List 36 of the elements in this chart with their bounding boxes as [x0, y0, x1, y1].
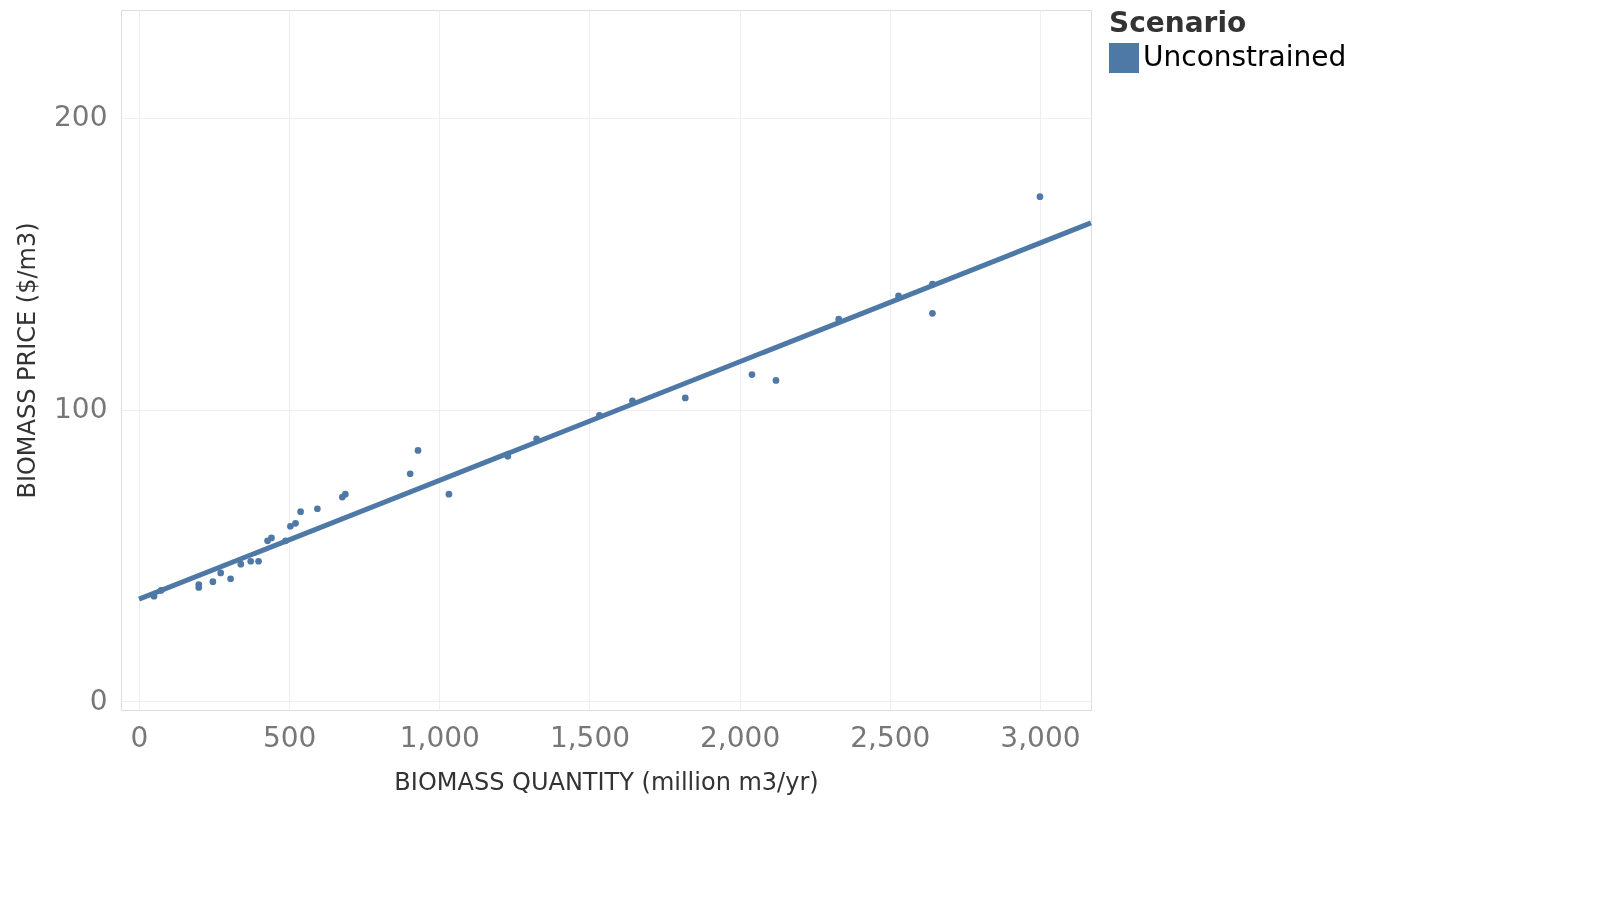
y-axis-title: BIOMASS PRICE ($/m3) — [13, 222, 42, 499]
x-tick-label: 2,500 — [850, 720, 931, 754]
x-axis-title: BIOMASS QUANTITY (million m3/yr) — [394, 767, 819, 796]
x-tick-label: 0 — [130, 720, 149, 754]
x-tick-label: 1,000 — [399, 720, 480, 754]
point — [255, 557, 262, 565]
point — [929, 280, 936, 288]
point — [445, 490, 453, 498]
point — [314, 505, 321, 513]
x-tick-label: 2,000 — [700, 720, 781, 754]
legend-label: Unconstrained — [1143, 40, 1347, 73]
point — [748, 371, 756, 378]
y-tick-label: 0 — [89, 683, 108, 717]
x-tick-label: 1,500 — [549, 720, 631, 754]
point — [268, 534, 275, 542]
point — [217, 569, 225, 577]
point — [414, 447, 422, 454]
point — [282, 537, 289, 545]
point — [209, 578, 217, 586]
point — [287, 522, 294, 530]
point — [157, 587, 165, 594]
y-tick-label: 100 — [54, 392, 108, 426]
point — [227, 575, 234, 583]
point — [406, 470, 414, 478]
point — [237, 560, 245, 568]
point — [1036, 193, 1044, 201]
point — [681, 394, 689, 402]
point — [929, 309, 936, 317]
point — [292, 519, 299, 527]
legend-title: Scenario — [1109, 6, 1247, 39]
point — [247, 557, 255, 565]
x-tick-label: 3,000 — [1000, 720, 1081, 754]
point — [772, 377, 780, 384]
x-tick-label: 500 — [262, 720, 317, 754]
y-tick-label: 200 — [54, 100, 108, 134]
point — [297, 508, 304, 516]
